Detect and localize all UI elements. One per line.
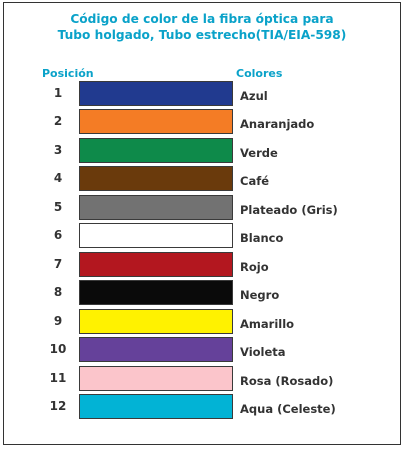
title-line-2: Tubo holgado, Tubo estrecho(TIA/EIA-598) [57,28,347,42]
position-number: 1 [53,86,63,100]
color-swatch [79,280,233,306]
color-row: 4 Café [4,166,400,192]
color-row: 7 Rojo [4,251,400,277]
position-number: 2 [53,114,63,129]
color-row: 5 Plateado (Gris) [4,194,400,220]
color-row: 6 Blanco [4,223,400,249]
color-swatch [79,337,233,363]
position-number: 5 [53,199,63,214]
title-line-1: Código de color de la fibra óptica para [70,12,334,26]
color-name: Azul [240,89,268,103]
color-row: 2 Anaranjado [4,109,400,135]
position-number: 4 [53,171,63,186]
color-swatch [79,308,233,334]
color-row: 3 Verde [4,137,400,163]
position-number: 9 [53,313,63,328]
color-name: Violeta [240,345,286,360]
position-number: 12 [49,398,67,413]
color-row: 12 Aqua (Celeste) [4,393,400,419]
color-code-panel: Código de color de la fibra óptica para … [3,2,401,445]
color-name: Rojo [240,259,269,274]
position-column-header: Posición [42,67,94,80]
color-name: Anaranjado [240,117,315,132]
color-name: Aqua (Celeste) [240,401,336,416]
colors-column-header: Colores [236,67,283,80]
color-row: 9 Amarillo [4,308,400,334]
color-name: Amarillo [240,316,295,331]
color-row: 10 Violeta [4,337,400,363]
color-row: 8 Negro [4,280,400,306]
color-swatch [79,137,233,163]
page-title: Código de color de la fibra óptica para … [4,11,400,43]
position-number: 10 [49,342,67,357]
position-number: 3 [53,142,63,157]
color-name: Rosa (Rosado) [240,373,334,388]
color-swatch [79,393,233,419]
color-row: 11 Rosa (Rosado) [4,365,400,391]
color-swatch [79,81,233,106]
color-name: Café [240,174,270,189]
position-number: 11 [49,370,67,385]
color-name: Verde [240,145,278,160]
color-swatch [79,365,233,391]
position-number: 7 [53,256,63,271]
position-number: 6 [53,228,63,243]
color-name: Plateado (Gris) [240,202,338,217]
position-number: 8 [53,285,63,300]
color-swatch [79,251,233,277]
color-name: Negro [240,288,280,303]
color-row: 1 Azul [4,81,400,106]
color-name: Blanco [240,231,284,246]
color-swatch [79,223,233,249]
color-swatch [79,166,233,192]
color-swatch [79,109,233,135]
color-swatch [79,194,233,220]
